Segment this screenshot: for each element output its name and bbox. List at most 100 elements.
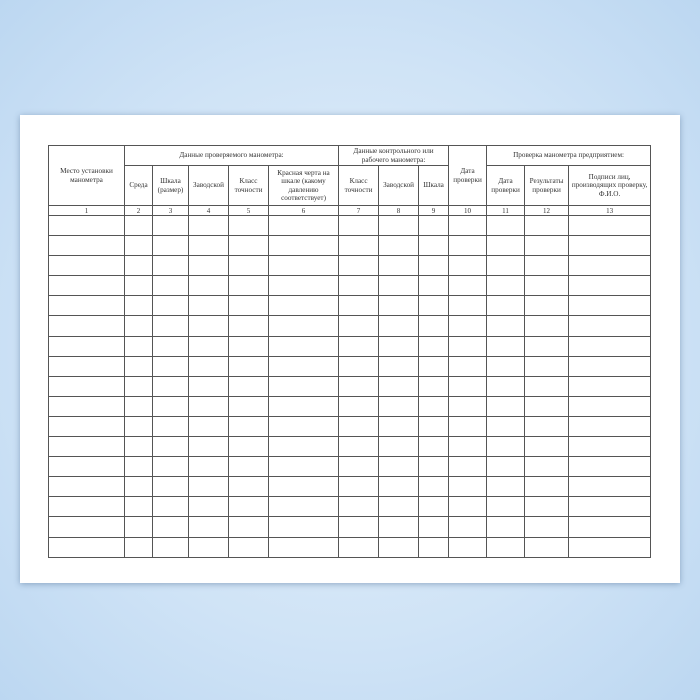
table-cell[interactable]	[448, 375, 488, 397]
table-cell[interactable]	[418, 375, 450, 397]
table-cell[interactable]	[418, 255, 450, 277]
table-cell[interactable]	[524, 335, 570, 357]
table-cell[interactable]	[188, 315, 229, 337]
table-cell[interactable]	[124, 395, 153, 417]
table-cell[interactable]	[338, 255, 380, 277]
table-cell[interactable]	[418, 516, 450, 538]
table-cell[interactable]	[267, 355, 340, 377]
table-cell[interactable]	[267, 456, 340, 478]
table-cell[interactable]	[338, 476, 380, 498]
table-cell[interactable]	[124, 275, 153, 297]
table-cell[interactable]	[418, 476, 450, 498]
table-cell[interactable]	[228, 235, 269, 257]
table-cell[interactable]	[124, 335, 153, 357]
table-cell[interactable]	[188, 375, 229, 397]
table-cell[interactable]	[48, 415, 125, 438]
table-cell[interactable]	[448, 235, 488, 257]
table-cell[interactable]	[152, 275, 189, 297]
table-cell[interactable]	[448, 355, 488, 377]
table-cell[interactable]	[152, 255, 189, 277]
table-cell[interactable]	[267, 436, 340, 458]
table-cell[interactable]	[524, 476, 570, 498]
table-cell[interactable]	[228, 476, 269, 498]
table-cell[interactable]	[267, 335, 340, 357]
table-cell[interactable]	[448, 214, 488, 237]
table-cell[interactable]	[48, 516, 125, 538]
table-cell[interactable]	[378, 295, 420, 317]
table-cell[interactable]	[124, 476, 153, 498]
table-cell[interactable]	[338, 496, 380, 518]
table-cell[interactable]	[568, 295, 652, 317]
table-cell[interactable]	[568, 516, 652, 538]
table-cell[interactable]	[267, 496, 340, 518]
table-cell[interactable]	[267, 295, 340, 317]
table-cell[interactable]	[378, 214, 420, 237]
table-cell[interactable]	[486, 436, 526, 458]
table-cell[interactable]	[378, 516, 420, 538]
table-cell[interactable]	[124, 315, 153, 337]
table-cell[interactable]	[338, 415, 380, 438]
table-cell[interactable]	[152, 235, 189, 257]
table-cell[interactable]	[124, 255, 153, 277]
table-cell[interactable]	[188, 516, 229, 538]
table-cell[interactable]	[152, 395, 189, 417]
table-cell[interactable]	[267, 395, 340, 417]
table-cell[interactable]	[486, 415, 526, 438]
table-cell[interactable]	[267, 375, 340, 397]
table-cell[interactable]	[228, 516, 269, 538]
table-cell[interactable]	[48, 275, 125, 297]
table-cell[interactable]	[267, 415, 340, 438]
table-cell[interactable]	[152, 214, 189, 237]
table-cell[interactable]	[524, 415, 570, 438]
table-cell[interactable]	[378, 255, 420, 277]
table-cell[interactable]	[568, 395, 652, 417]
table-cell[interactable]	[188, 214, 229, 237]
table-cell[interactable]	[228, 355, 269, 377]
table-cell[interactable]	[267, 255, 340, 277]
table-cell[interactable]	[568, 436, 652, 458]
table-cell[interactable]	[124, 235, 153, 257]
table-cell[interactable]	[48, 536, 125, 558]
table-cell[interactable]	[486, 395, 526, 417]
table-cell[interactable]	[524, 235, 570, 257]
table-cell[interactable]	[267, 516, 340, 538]
table-cell[interactable]	[568, 235, 652, 257]
table-cell[interactable]	[152, 415, 189, 438]
table-cell[interactable]	[524, 395, 570, 417]
table-cell[interactable]	[448, 516, 488, 538]
table-cell[interactable]	[486, 315, 526, 337]
table-cell[interactable]	[188, 476, 229, 498]
table-cell[interactable]	[486, 235, 526, 257]
table-cell[interactable]	[228, 315, 269, 337]
table-cell[interactable]	[524, 255, 570, 277]
table-cell[interactable]	[378, 235, 420, 257]
table-cell[interactable]	[338, 456, 380, 478]
table-cell[interactable]	[524, 536, 570, 558]
table-cell[interactable]	[152, 295, 189, 317]
table-cell[interactable]	[486, 355, 526, 377]
table-cell[interactable]	[378, 335, 420, 357]
table-cell[interactable]	[267, 315, 340, 337]
table-cell[interactable]	[418, 536, 450, 558]
table-cell[interactable]	[338, 235, 380, 257]
table-cell[interactable]	[448, 295, 488, 317]
table-cell[interactable]	[48, 214, 125, 237]
table-cell[interactable]	[228, 395, 269, 417]
table-cell[interactable]	[418, 395, 450, 417]
table-cell[interactable]	[524, 375, 570, 397]
table-cell[interactable]	[188, 436, 229, 458]
table-cell[interactable]	[568, 355, 652, 377]
table-cell[interactable]	[486, 275, 526, 297]
table-cell[interactable]	[188, 275, 229, 297]
table-cell[interactable]	[418, 456, 450, 478]
table-cell[interactable]	[48, 496, 125, 518]
table-cell[interactable]	[124, 496, 153, 518]
table-cell[interactable]	[338, 536, 380, 558]
table-cell[interactable]	[152, 496, 189, 518]
table-cell[interactable]	[152, 375, 189, 397]
table-cell[interactable]	[418, 355, 450, 377]
table-cell[interactable]	[486, 375, 526, 397]
table-cell[interactable]	[524, 295, 570, 317]
table-cell[interactable]	[152, 516, 189, 538]
table-cell[interactable]	[448, 536, 488, 558]
